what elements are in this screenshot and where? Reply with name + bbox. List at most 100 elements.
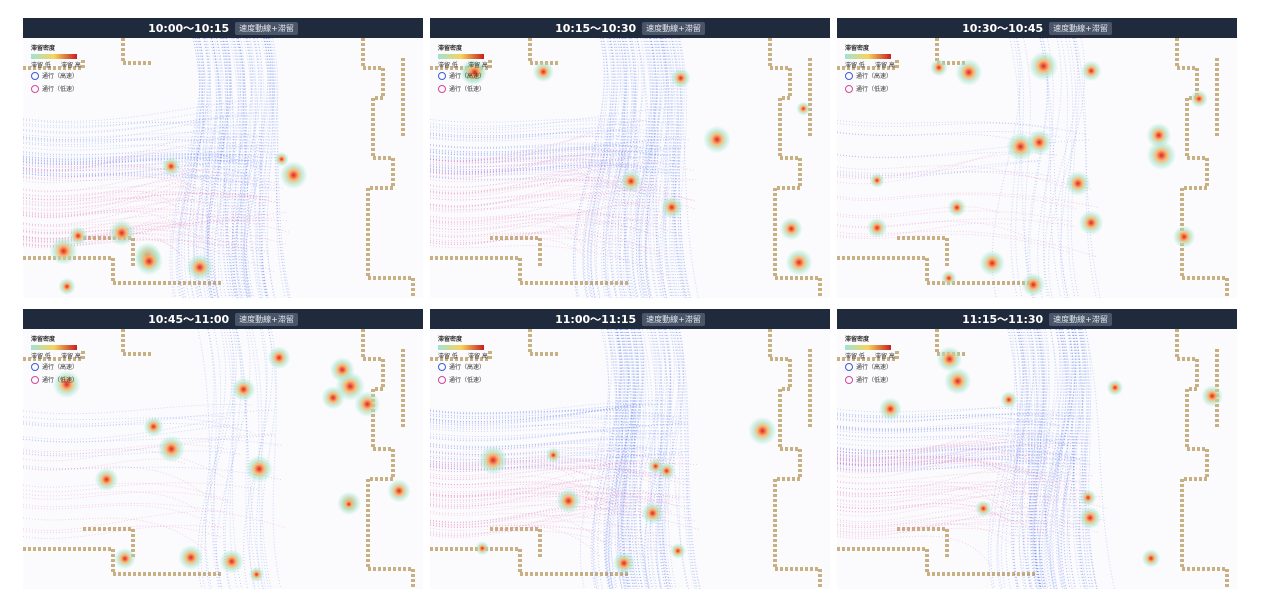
fast-trail (430, 120, 634, 127)
fast-trail (1060, 38, 1080, 298)
fast-trail (837, 412, 1050, 431)
slow-trail (837, 481, 1089, 493)
fast-trail (837, 414, 1069, 422)
fast-trail (430, 449, 647, 461)
slow-trail (837, 520, 1101, 533)
slow-trail (23, 504, 220, 528)
slow-trail (837, 493, 1085, 523)
slow-trail (430, 162, 594, 182)
panel: 10:00〜10:15 速度動線+滞留 滞留密度 滞留 低 滞留 高通行（高速） 通行（低… (23, 18, 423, 298)
fast-trail (837, 413, 1039, 423)
slow-trail (430, 232, 627, 262)
fast-trail (430, 146, 688, 168)
fast-trail (23, 162, 245, 174)
fast-trail (430, 463, 632, 480)
slow-trail (430, 158, 614, 174)
mode-badge: 速度動線+滞留 (642, 312, 705, 326)
slow-trail (430, 218, 649, 234)
slow-trail (430, 238, 588, 259)
dwell-hotspot (1141, 549, 1161, 568)
fast-trail (430, 438, 631, 448)
slow-trail (430, 513, 662, 526)
fast-trail (233, 38, 271, 298)
fast-trail (430, 175, 648, 197)
fast-trail (1022, 329, 1061, 589)
slow-trail (837, 499, 1050, 527)
dwell-hotspot (178, 545, 204, 571)
fast-trail (23, 153, 262, 160)
slow-trail (837, 440, 989, 457)
fast-trail (23, 417, 230, 440)
legend-slow-swatch (845, 85, 853, 93)
slow-trail (23, 166, 213, 186)
slow-trail (430, 206, 684, 237)
fast-trail (996, 329, 1035, 589)
slow-trail (837, 458, 1086, 471)
slow-trail (23, 482, 260, 493)
fast-trail (430, 432, 679, 448)
slow-trail (430, 132, 593, 168)
legend-low: 滞留 低 (438, 61, 458, 69)
slow-trail (837, 505, 1052, 539)
dwell-hotspot (532, 61, 554, 83)
fast-trail (23, 176, 237, 184)
dwell-hotspot (748, 416, 777, 446)
fast-trail (990, 329, 1025, 589)
slow-trail (430, 467, 668, 478)
dwell-hotspot (641, 502, 664, 525)
fast-trail (837, 151, 1059, 159)
fast-trail (23, 409, 275, 428)
fast-trail (430, 162, 655, 173)
dwell-hotspot (1078, 210, 1104, 236)
slow-trail (837, 493, 1077, 527)
dwell-hotspot (941, 270, 957, 286)
dwell-hotspot (341, 497, 356, 512)
dwell-hotspot (660, 196, 683, 219)
dwell-hotspot (979, 250, 1005, 277)
fast-trail (430, 451, 634, 464)
slow-trail (430, 483, 680, 508)
fast-trail (217, 38, 254, 298)
dwell-hotspot (703, 125, 731, 154)
slow-trail (430, 492, 680, 507)
fast-trail (837, 131, 1061, 138)
dwell-hotspot (219, 549, 244, 574)
legend-high: 滞留 高 (875, 352, 895, 360)
slow-trail (23, 199, 194, 233)
slow-trail (23, 213, 251, 226)
legend-high: 滞留 高 (468, 61, 488, 69)
slow-trail (23, 167, 177, 179)
fast-trail (245, 38, 274, 298)
fast-trail (605, 329, 630, 589)
fast-trail (1043, 38, 1078, 298)
legend-slow: 通行（低速） (42, 85, 78, 93)
legend-slow: 通行（低速） (449, 376, 485, 384)
dwell-hotspot (1173, 225, 1196, 248)
fast-trail (587, 38, 615, 298)
slow-trail (430, 220, 624, 231)
slow-trail (430, 158, 625, 195)
fast-trail (837, 413, 1094, 420)
dwell-hotspot (555, 488, 582, 514)
fast-trail (254, 38, 268, 298)
slow-trail (430, 482, 626, 513)
fast-trail (627, 38, 665, 298)
slow-trail (430, 506, 602, 524)
slow-trail (23, 196, 232, 230)
fast-trail (1048, 38, 1086, 298)
fast-trail (430, 436, 646, 450)
slow-trail (430, 232, 661, 253)
dwell-hotspot (1080, 60, 1102, 82)
dwell-hotspot (619, 170, 643, 193)
fast-trail (837, 463, 1067, 478)
slow-trail (837, 454, 1031, 473)
mode-badge: 速度動線+滞留 (235, 21, 298, 35)
dwell-hotspot (135, 247, 164, 276)
slow-trail (430, 151, 584, 179)
fast-trail (430, 413, 686, 426)
legend-fast: 通行（高速） (449, 72, 485, 80)
slow-trail (23, 466, 205, 495)
dwell-hotspot (866, 217, 888, 239)
fast-trail (430, 409, 689, 424)
